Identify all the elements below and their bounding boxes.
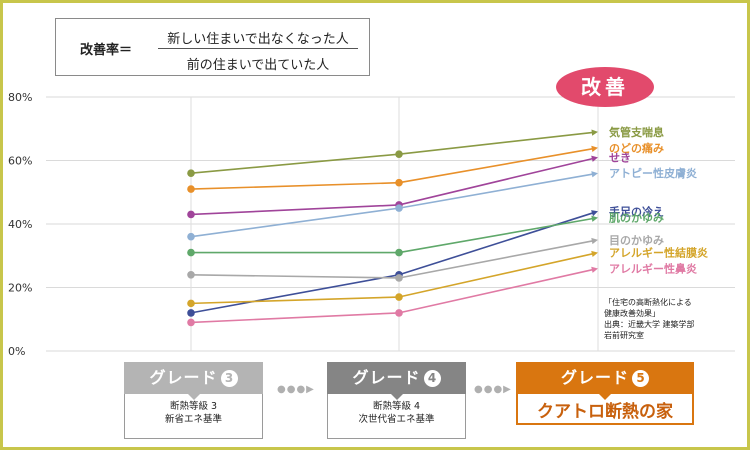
data-point bbox=[395, 178, 403, 187]
series-line bbox=[190, 207, 400, 238]
series-line-segment bbox=[398, 268, 594, 314]
source-line: 健康改善効果」 bbox=[604, 309, 660, 318]
series-lines bbox=[187, 129, 598, 327]
grade-4-body: 断熱等級 4 次世代省エネ基準 bbox=[327, 394, 466, 439]
y-axis-ticks: 0% 20% 40% 60% 80% bbox=[8, 91, 32, 358]
y-tick-label: 60% bbox=[8, 155, 32, 168]
source-note: 「住宅の高断熱化による 健康改善効果」 出典：近畿大学 建築学部 岩前研究室 bbox=[604, 297, 695, 341]
series-arrowhead bbox=[591, 266, 598, 273]
series-arrowhead bbox=[591, 237, 598, 245]
series-line-segment bbox=[398, 173, 594, 209]
grade-3-line-2: 新省エネ基準 bbox=[164, 414, 222, 425]
grade-3-number: 3 bbox=[220, 370, 238, 387]
series-line-segment bbox=[398, 217, 594, 254]
series-arrowhead bbox=[591, 171, 598, 178]
grade-3-header: グレード 3 bbox=[124, 362, 263, 394]
data-point bbox=[395, 150, 403, 158]
series-line bbox=[190, 296, 400, 305]
series-line bbox=[190, 274, 400, 279]
grade-4-number: 4 bbox=[423, 370, 441, 387]
data-point bbox=[187, 318, 195, 327]
formula-label: 改善率＝ bbox=[80, 43, 133, 58]
series-line-segment bbox=[398, 157, 594, 206]
grade-4-line-1: 断熱等級 4 bbox=[372, 401, 421, 412]
improvement-rate-formula: 改善率＝ 新しい住まいで出なくなった人 前の住まいで出ていた人 bbox=[55, 18, 370, 76]
series-line bbox=[190, 153, 400, 174]
data-point bbox=[187, 309, 195, 317]
grade-5-box: グレード 5 クアトロ断熱の家 bbox=[516, 362, 694, 425]
grade-3-body: 断熱等級 3 新省エネ基準 bbox=[124, 394, 263, 439]
series-line-segment bbox=[398, 240, 594, 279]
data-point bbox=[187, 271, 195, 279]
grade-3-title: グレード bbox=[149, 368, 218, 387]
y-tick-label: 20% bbox=[8, 282, 32, 295]
series-label: のどの痛み bbox=[609, 141, 664, 155]
series-line-segment bbox=[398, 212, 594, 276]
progress-arrow: ●●●▶ bbox=[474, 384, 512, 395]
y-tick-label: 80% bbox=[8, 91, 32, 104]
grade-4-pointer bbox=[390, 394, 403, 400]
source-line: 出典：近畿大学 建築学部 bbox=[604, 320, 695, 329]
source-line: 岩前研究室 bbox=[604, 331, 644, 340]
series-line bbox=[190, 312, 400, 324]
data-point bbox=[395, 204, 403, 212]
grade-3-box: グレード 3 断熱等級 3 新省エネ基準 bbox=[124, 362, 263, 439]
grade-5-pointer bbox=[599, 394, 611, 400]
series-arrowhead bbox=[591, 210, 598, 217]
formula-numerator: 新しい住まいで出なくなった人 bbox=[167, 32, 349, 47]
grade-5-header: グレード 5 bbox=[516, 362, 694, 394]
data-point bbox=[395, 293, 403, 301]
series-label: アレルギー性鼻炎 bbox=[609, 261, 697, 275]
series-line bbox=[190, 181, 400, 190]
grade-3-line-1: 断熱等級 3 bbox=[169, 401, 218, 412]
data-point bbox=[395, 248, 403, 257]
series-line-segment bbox=[398, 252, 594, 298]
data-point bbox=[187, 185, 195, 193]
series-arrowhead bbox=[591, 250, 598, 258]
source-line: 「住宅の高断熱化による bbox=[604, 298, 692, 307]
grid-lines bbox=[46, 96, 735, 352]
data-point bbox=[187, 169, 195, 177]
improvement-badge: 改善 bbox=[556, 67, 654, 107]
grade-4-title: グレード bbox=[352, 368, 421, 387]
progress-arrow: ●●●▶ bbox=[277, 384, 315, 395]
series-label: 手足の冷え bbox=[609, 204, 664, 218]
grade-4-box: グレード 4 断熱等級 4 次世代省エネ基準 bbox=[327, 362, 466, 439]
data-point bbox=[187, 299, 195, 308]
series-label: 気管支喘息 bbox=[609, 125, 664, 139]
data-point bbox=[187, 248, 195, 257]
data-point bbox=[187, 210, 195, 219]
series-label: 目のかゆみ bbox=[609, 234, 664, 247]
series-label: 肌のかゆみ bbox=[608, 211, 664, 225]
grade-4-header: グレード 4 bbox=[327, 362, 466, 394]
data-point bbox=[395, 274, 403, 282]
series-label: アトピー性皮膚炎 bbox=[609, 166, 697, 180]
y-tick-label: 0% bbox=[8, 345, 25, 358]
grade-4-line-2: 次世代省エネ基準 bbox=[358, 414, 435, 425]
series-arrowhead bbox=[591, 215, 598, 222]
series-label: アレルギー性結膜炎 bbox=[609, 246, 708, 260]
series-label: せき bbox=[609, 151, 631, 164]
series-line bbox=[190, 274, 400, 314]
grade-5-number: 5 bbox=[632, 370, 649, 387]
series-line-segment bbox=[398, 147, 594, 184]
series-arrowhead bbox=[591, 155, 598, 162]
y-tick-label: 40% bbox=[8, 218, 32, 231]
formula-denominator: 前の住まいで出ていた人 bbox=[186, 58, 330, 73]
formula-fraction-bar bbox=[158, 48, 358, 49]
grade-5-title: グレード bbox=[560, 368, 629, 387]
data-point bbox=[187, 232, 195, 241]
series-line-segment bbox=[398, 131, 594, 155]
data-point bbox=[395, 309, 403, 317]
series-arrowhead bbox=[591, 129, 598, 136]
series-arrowhead bbox=[591, 145, 598, 153]
series-line bbox=[190, 204, 400, 216]
grade-3-pointer bbox=[187, 394, 200, 400]
series-labels: 気管支喘息のどの痛みせきアトピー性皮膚炎手足の冷え肌のかゆみ目のかゆみアレルギー… bbox=[608, 125, 708, 276]
